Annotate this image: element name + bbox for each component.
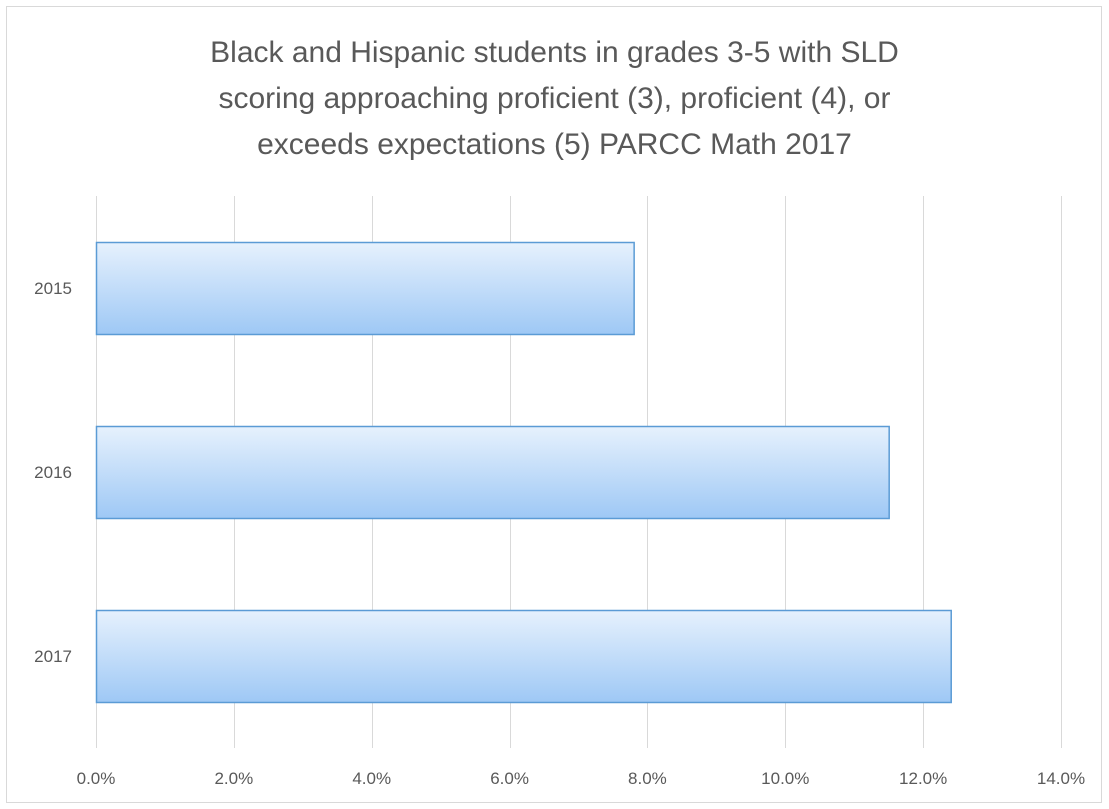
chart-title-line-1: Black and Hispanic students in grades 3-… (210, 36, 899, 69)
bars (95, 241, 952, 704)
y-category-label: 2016 (34, 463, 72, 482)
x-tick-label: 8.0% (628, 769, 667, 788)
chart-title-line-2: scoring approaching proficient (3), prof… (218, 82, 891, 115)
x-tick-label: 2.0% (214, 769, 253, 788)
x-tick-label: 10.0% (761, 769, 809, 788)
x-tick-label: 6.0% (490, 769, 529, 788)
y-category-label: 2017 (34, 647, 72, 666)
x-tick-label: 14.0% (1037, 769, 1085, 788)
x-tick-label: 4.0% (352, 769, 391, 788)
y-category-label: 2015 (34, 279, 72, 298)
bar-2016 (95, 425, 890, 520)
chart-title-line-3: exceeds expectations (5) PARCC Math 2017 (257, 128, 852, 161)
bar-2017 (95, 609, 952, 704)
x-tick-label: 12.0% (899, 769, 947, 788)
x-tick-label: 0.0% (77, 769, 116, 788)
bar-2015 (95, 241, 635, 336)
x-axis-tick-labels: 0.0% 2.0% 4.0% 6.0% 8.0% 10.0% 12.0% 14.0% (77, 769, 1085, 788)
y-axis-category-labels: 2015 2016 2017 (34, 279, 72, 666)
chart-title: Black and Hispanic students in grades 3-… (0, 30, 1109, 168)
